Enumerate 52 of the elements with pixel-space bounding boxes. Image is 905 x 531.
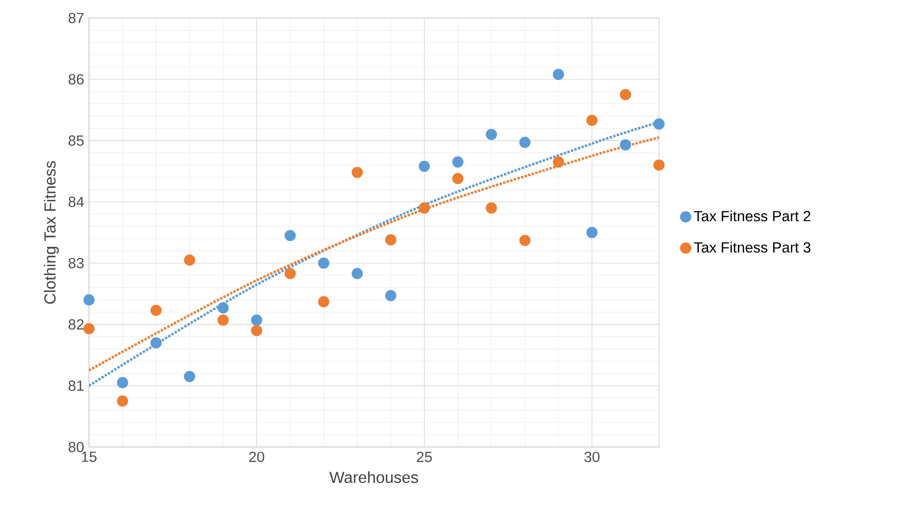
point	[83, 323, 95, 334]
point	[552, 156, 564, 168]
point	[352, 268, 363, 280]
point	[486, 128, 497, 140]
x-axis-title: Warehouses	[329, 471, 418, 483]
point	[519, 234, 530, 246]
point	[653, 118, 665, 130]
point	[318, 296, 330, 308]
point	[352, 166, 363, 178]
point	[452, 172, 464, 184]
point	[251, 314, 262, 326]
y-tick-label: 86	[68, 74, 84, 84]
y-tick-label: 87	[68, 12, 84, 24]
point	[620, 88, 632, 100]
x-tick-label: 30	[584, 452, 600, 462]
point	[83, 294, 95, 306]
point	[385, 234, 396, 246]
legend-label: Tax Fitness Part 2	[694, 210, 810, 222]
point	[251, 324, 262, 336]
point	[418, 160, 430, 172]
y-tick-label: 81	[68, 380, 84, 391]
point	[184, 370, 196, 382]
point	[116, 395, 128, 407]
y-tick-label: 84	[68, 196, 84, 208]
point	[284, 268, 296, 280]
x-tick-label: 25	[416, 452, 432, 462]
point	[218, 302, 229, 314]
point	[218, 314, 229, 326]
point	[116, 377, 128, 388]
x-tick-label: 15	[82, 452, 97, 462]
point	[552, 68, 564, 80]
point	[452, 156, 464, 168]
point	[586, 114, 598, 126]
legend-label: Tax Fitness Part 3	[694, 242, 810, 253]
point	[519, 136, 530, 148]
y-tick-label: 82	[68, 319, 84, 330]
point	[418, 202, 430, 214]
point	[385, 290, 396, 302]
x-tick-label: 20	[249, 452, 264, 462]
point	[150, 337, 162, 348]
point	[284, 230, 296, 242]
y-tick-label: 85	[68, 135, 84, 146]
y-tick-label: 80	[68, 442, 84, 452]
point	[620, 139, 632, 150]
point	[318, 258, 330, 269]
point	[486, 202, 497, 214]
y-tick-label: 83	[68, 258, 84, 268]
point	[184, 254, 196, 266]
y-axis-title: Clothing Tax Fitness	[44, 161, 59, 304]
point	[150, 304, 162, 316]
point	[586, 226, 598, 238]
point	[653, 159, 665, 171]
